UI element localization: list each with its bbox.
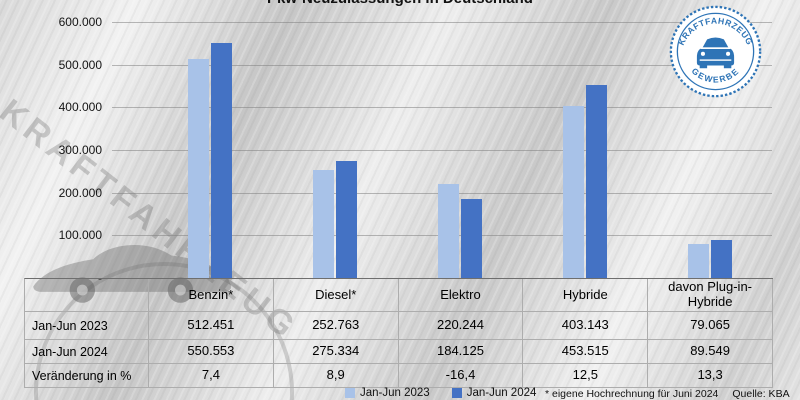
bar: [313, 170, 335, 278]
table-value-cell: 453.515: [523, 340, 649, 364]
data-table: Benzin* Diesel* Elektro Hybride davon Plug-i…: [24, 278, 773, 388]
gridline: [112, 107, 772, 109]
table-value-cell: 184.125: [398, 340, 524, 364]
bar: [437, 184, 459, 278]
bar: [211, 43, 233, 278]
bar-group: [647, 22, 772, 278]
bar: [710, 239, 732, 278]
legend-label: Jan-Jun 2024: [466, 387, 537, 399]
table-header-cell: davon Plug-in-Hybride: [648, 279, 773, 312]
bar: [562, 106, 584, 278]
legend-item: Jan-Jun 2023: [345, 387, 430, 399]
table-value-cell: -16,4: [398, 364, 524, 388]
footnote: * eigene Hochrechnung für Juni 2024 Quel…: [545, 388, 790, 400]
y-axis-tick-label: 400.000: [58, 100, 102, 115]
table-value-cell: 403.143: [523, 312, 649, 340]
bar: [460, 199, 482, 278]
plot-area: [112, 22, 772, 278]
y-axis-tick-label: 300.000: [58, 143, 102, 157]
gridline: [112, 22, 772, 23]
y-axis-tick-label: 100.000: [58, 228, 102, 243]
table-value-cell: 220.244: [398, 312, 524, 340]
legend-item: Jan-Jun 2024: [451, 387, 537, 399]
bar-group: [398, 22, 523, 278]
table-row-label: Jan-Jun 2023: [25, 312, 149, 340]
table-value-cell: 252.763: [273, 312, 399, 340]
bar: [336, 160, 358, 278]
bar: [687, 244, 709, 278]
kraftfahrzeug-gewerbe-logo: KRAFTFAHRZEUG GEWERBE: [669, 5, 762, 98]
legend: Jan-Jun 2023 Jan-Jun 2024: [345, 387, 536, 399]
table-value-cell: 512.451: [149, 312, 274, 340]
table-value-cell: 12,5: [523, 364, 649, 388]
table-header-cell: Benzin*: [149, 279, 274, 312]
y-axis-tick-label: 200.000: [58, 185, 102, 200]
gridline: [112, 150, 772, 151]
y-axis-tick-label: 600.000: [58, 15, 102, 29]
table-header-cell: Diesel*: [273, 279, 399, 312]
chart-title: Pkw-Neuzulassungen in Deutschland: [0, 0, 800, 7]
bar: [585, 84, 607, 278]
table-value-cell: 7,4: [149, 364, 274, 388]
legend-label: Jan-Jun 2023: [360, 387, 430, 399]
logo-car-front-icon: [696, 37, 735, 69]
table-corner-cell: [25, 279, 149, 312]
watermark-car-icon: [33, 244, 232, 303]
y-axis-tick-label: 500.000: [58, 57, 102, 72]
table-header-cell: Elektro: [398, 279, 524, 312]
footnote-source: Quelle: KBA: [732, 388, 790, 400]
legend-swatch: [345, 388, 355, 398]
table-row-label: Veränderung in %: [25, 364, 149, 388]
table-row-label: Jan-Jun 2024: [25, 340, 149, 364]
legend-swatch: [451, 388, 462, 398]
table-value-cell: 8,9: [273, 364, 399, 388]
table-value-cell: 275.334: [273, 340, 399, 364]
logo-inner-circle: [676, 12, 755, 91]
gridline: [112, 64, 772, 66]
bar-group: [148, 22, 273, 278]
footnote-note: * eigene Hochrechnung für Juni 2024: [545, 388, 719, 400]
bar-group: [522, 22, 647, 278]
table-value-cell: 550.553: [149, 340, 274, 364]
table-value-cell: 89.549: [648, 340, 773, 364]
bar-group: [273, 22, 398, 278]
table-value-cell: 13,3: [648, 364, 773, 388]
bar: [188, 59, 210, 278]
table-header-cell: Hybride: [523, 279, 649, 312]
table-value-cell: 79.065: [648, 312, 773, 340]
bar-groups: [148, 22, 772, 278]
